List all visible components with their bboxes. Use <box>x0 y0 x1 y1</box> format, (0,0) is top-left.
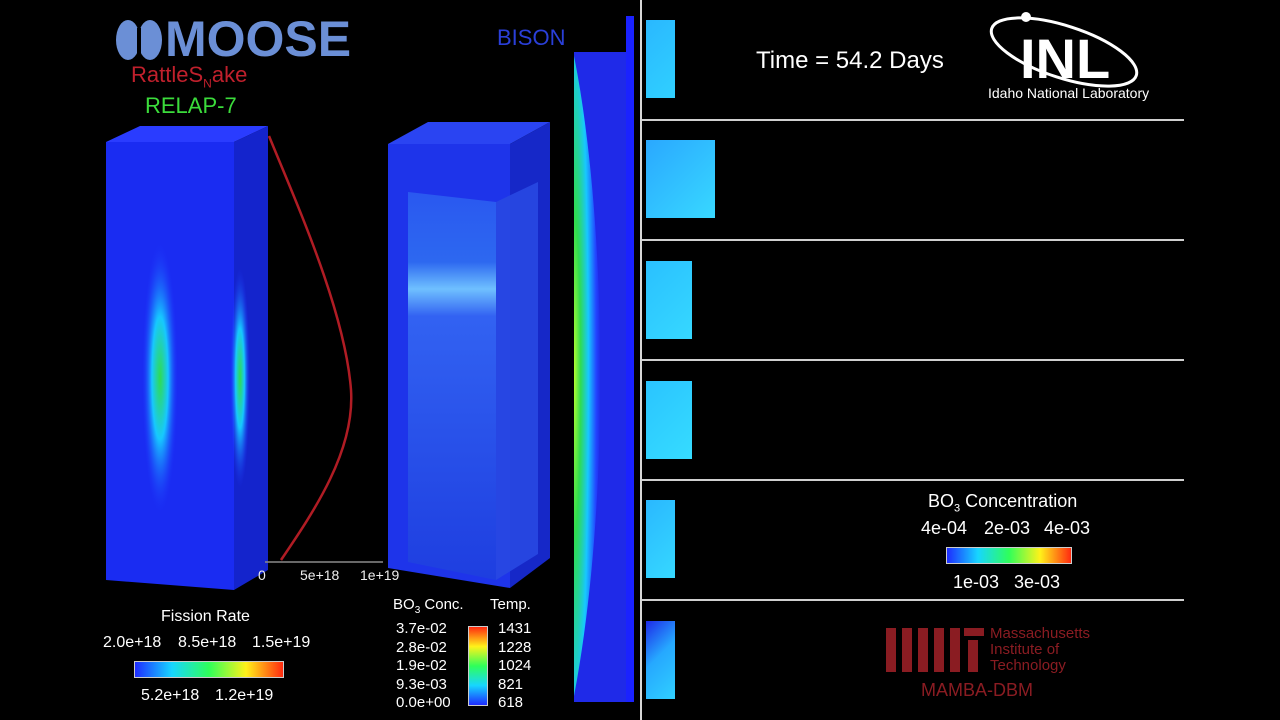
temp-value: 1431 <box>498 620 532 637</box>
fission-top-label-0: 2.0e+18 <box>103 634 162 651</box>
bo3-cell <box>646 20 675 98</box>
row-divider <box>642 599 1184 601</box>
temp-title: Temp. <box>490 596 531 613</box>
temp-value: 821 <box>498 675 524 693</box>
fission-bottom-label-0: 5.2e+18 <box>141 687 200 704</box>
fission-bottom-label-1: 1.2e+19 <box>215 687 274 704</box>
bo3-bottom-label-1: 3e-03 <box>1014 572 1061 592</box>
bo3-top-label-0: 4e-04 <box>921 518 968 538</box>
inl-name: Idaho National Laboratory <box>988 85 1150 101</box>
temp-value: 1228 <box>498 638 532 656</box>
fission-legend-title: Fission Rate <box>161 608 250 625</box>
bo3-cell <box>646 381 692 459</box>
mit-mark-icon <box>886 628 984 672</box>
rattlesnake-text: RattleS <box>131 62 204 87</box>
fission-tick-1: 5e+18 <box>300 567 340 583</box>
mit-line-2: Institute of <box>990 641 1060 658</box>
bo3-conc-value: 2.8e-02 <box>396 638 447 656</box>
bo3-cell <box>646 621 675 699</box>
inl-mark: INL <box>1020 27 1110 90</box>
bo3-concentration-title: BO3 Concentration <box>928 491 1077 515</box>
fission-rate-curve <box>255 130 395 570</box>
bo3-conc-title-sub: 3 <box>414 605 421 616</box>
bo3-concentration-title-main: BO <box>928 491 955 511</box>
row-divider <box>642 359 1184 361</box>
bo3-conc-value: 9.3e-03 <box>396 675 447 693</box>
bo3-concentration-title-sub: 3 <box>954 502 961 515</box>
row-divider <box>642 119 1184 121</box>
rattlesnake-text-end: ake <box>211 62 248 87</box>
moose-logo: MOOSE <box>108 10 368 66</box>
fission-tick-0: 0 <box>258 567 266 583</box>
bo3-conc-title-end: Conc. <box>420 596 464 613</box>
bo3-colorbar <box>946 547 1072 564</box>
fission-colorbar <box>134 661 284 678</box>
mit-line-3: Technology <box>990 657 1066 674</box>
bo3-conc-value: 0.0e+00 <box>396 694 451 712</box>
bo3-cell <box>646 500 675 578</box>
bo3-conc-value: 1.9e-02 <box>396 657 447 675</box>
row-divider <box>642 479 1184 481</box>
mit-line-1: Massachusetts <box>990 625 1091 642</box>
bo3-top-label-2: 4e-03 <box>1044 518 1091 538</box>
fission-rate-block <box>100 120 280 600</box>
inl-dot-icon <box>1021 12 1031 22</box>
temperature-block <box>382 118 557 598</box>
bo3-cell <box>646 261 692 339</box>
relap-logo: RELAP-7 <box>145 93 237 118</box>
inl-logo: INL <box>984 10 1154 110</box>
mit-name: Massachusetts Institute of Technology <box>990 626 1090 674</box>
row-divider <box>642 239 1184 241</box>
moose-wordmark: MOOSE <box>165 11 351 66</box>
bison-label: BISON <box>497 25 566 50</box>
rattlesnake-logo: RattleSNake <box>131 62 247 90</box>
bo3-conc-title: BO3 Conc. <box>393 596 464 616</box>
bo3-concentration-title-end: Concentration <box>960 491 1078 511</box>
bo3-conc-value: 3.7e-02 <box>396 620 447 637</box>
temp-value: 618 <box>498 694 524 712</box>
inl-orbit-icon <box>989 16 1139 88</box>
bo3-conc-title-main: BO <box>393 596 415 613</box>
moose-antler-icon <box>116 20 162 62</box>
fission-tick-2: 1e+19 <box>360 567 400 583</box>
mamba-label: MAMBA-DBM <box>921 680 1033 700</box>
temp-values: 1431 1228 1024 821 618 <box>498 620 531 713</box>
bo3-top-label-1: 2e-03 <box>984 518 1031 538</box>
time-label: Time = 54.2 Days <box>756 47 944 74</box>
rattlesnake-subscript: N <box>203 76 212 91</box>
bo3-temp-colorbar <box>468 626 488 706</box>
fission-top-label-2: 1.5e+19 <box>252 634 311 651</box>
bison-rod <box>566 16 638 706</box>
bo3-conc-values: 3.7e-02 2.8e-02 1.9e-02 9.3e-03 0.0e+00 <box>396 620 451 713</box>
mit-logo <box>886 628 986 676</box>
bo3-cell <box>646 140 715 218</box>
temp-value: 1024 <box>498 657 532 675</box>
fission-top-label-1: 8.5e+18 <box>178 634 237 651</box>
panel-divider <box>640 0 642 720</box>
bo3-bottom-label-0: 1e-03 <box>953 572 1000 592</box>
